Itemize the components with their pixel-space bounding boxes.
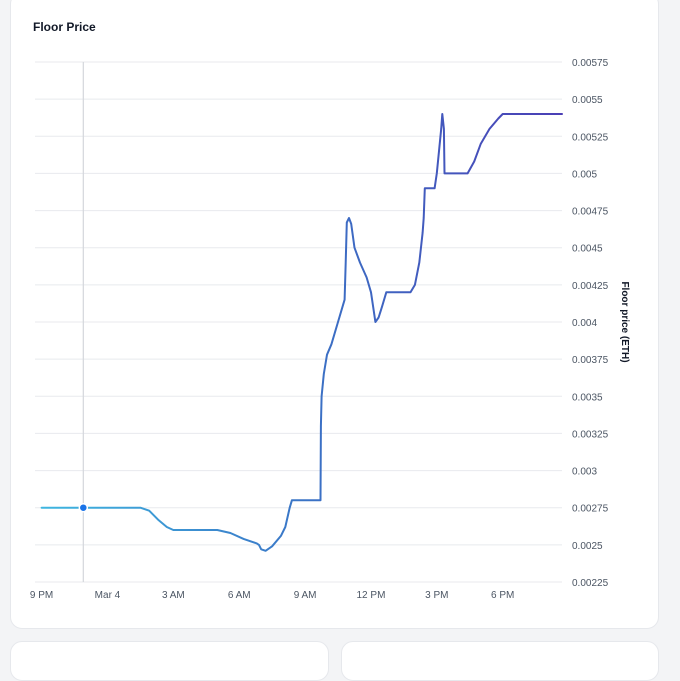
y-tick-label: 0.00225 [572,578,609,589]
x-tick-label: Mar 4 [95,590,121,601]
x-tick-label: 6 AM [228,590,251,601]
y-tick-label: 0.00275 [572,504,609,515]
floor-price-card [10,0,659,629]
x-tick-label: 3 AM [162,590,185,601]
y-tick-label: 0.003 [572,467,597,478]
hover-point[interactable] [78,502,89,513]
y-tick-label: 0.00325 [572,429,609,440]
bottom-card-right [341,641,659,681]
y-axis: 0.00575 0.0055 0.00525 0.005 0.00475 0.0045 0.… [572,58,609,589]
floor-price-chart[interactable]: 0.00575 0.0055 0.00525 0.005 0.00475 0.0045 0.… [0,0,680,640]
y-tick-label: 0.0045 [572,244,603,255]
y-tick-label: 0.0035 [572,392,603,403]
x-tick-label: 6 PM [491,590,514,601]
y-tick-label: 0.00375 [572,355,609,366]
x-tick-label: 3 PM [425,590,448,601]
x-tick-label: 9 AM [294,590,317,601]
y-axis-label: Floor price (ETH) [619,281,630,362]
y-tick-label: 0.0025 [572,541,603,552]
y-tick-label: 0.00425 [572,281,609,292]
y-tick-label: 0.005 [572,169,597,180]
x-axis: 9 PM Mar 4 3 AM 6 AM 9 AM 12 PM 3 PM 6 PM [30,590,514,601]
bottom-card-left [10,641,329,681]
grid-lines [35,61,562,583]
y-tick-label: 0.0055 [572,95,603,106]
y-tick-label: 0.00575 [572,58,609,69]
y-tick-label: 0.00525 [572,132,609,143]
x-tick-label: 9 PM [30,590,53,601]
x-tick-label: 12 PM [357,590,386,601]
chart-title: Floor Price [33,20,96,34]
series-line-floor-price [40,113,563,552]
y-tick-label: 0.004 [572,318,597,329]
y-tick-label: 0.00475 [572,207,609,218]
